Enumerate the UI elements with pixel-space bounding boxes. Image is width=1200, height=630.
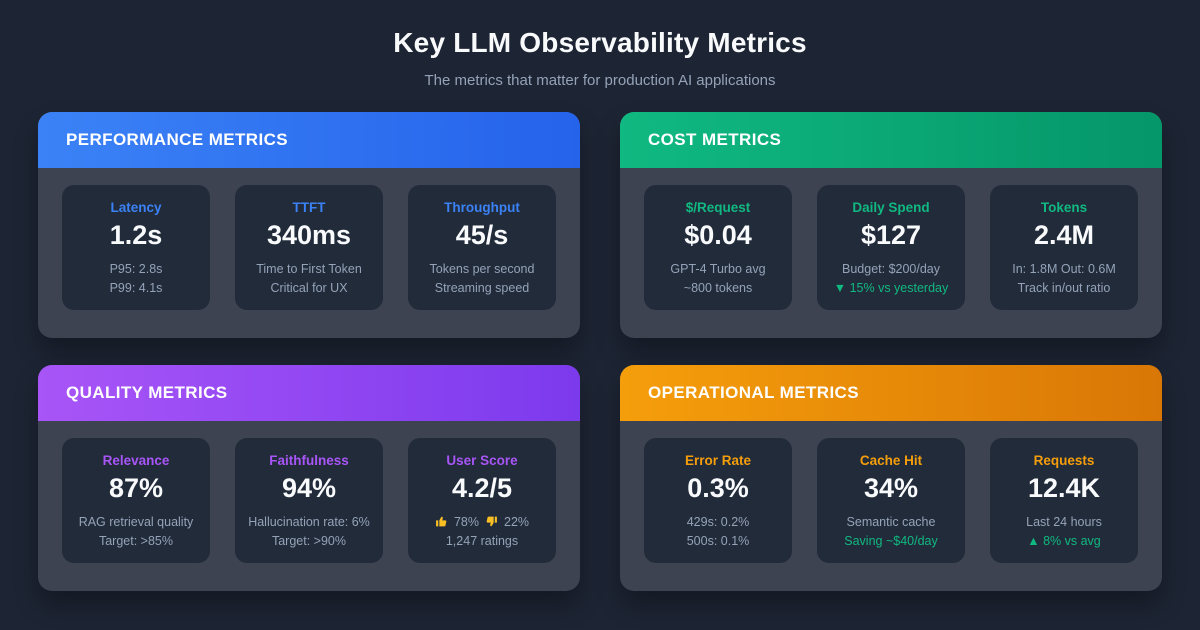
metric-subline: Budget: $200/day — [842, 262, 940, 276]
card-cost: COST METRICS $/Request $0.04 GPT-4 Turbo av… — [620, 112, 1162, 338]
metric-subline: ▲ 8% vs avg — [1027, 534, 1101, 548]
metric-subline: P95: 2.8s — [109, 262, 163, 276]
metric-subline: Track in/out ratio — [1017, 281, 1111, 295]
metric-tile-requests: Requests 12.4K Last 24 hours ▲ 8% vs avg — [990, 438, 1138, 563]
metric-label: User Score — [446, 453, 518, 468]
metric-subline: Critical for UX — [270, 281, 348, 295]
metric-value: 340ms — [266, 220, 352, 250]
thumbs-up-icon — [435, 515, 448, 529]
metric-tile-daily-spend: Daily Spend $127 Budget: $200/day ▼ 15% vs … — [817, 185, 965, 310]
metric-subline: 78% 22% — [414, 513, 550, 532]
metric-subline: Streaming speed — [434, 281, 530, 295]
metric-subline: Tokens per second — [429, 262, 535, 276]
metric-tile-user-score: User Score 4.2/5 78% 22% 1,247 ratings — [408, 438, 556, 563]
card-title-quality: QUALITY METRICS — [66, 383, 228, 402]
metric-subline: 1,247 ratings — [445, 534, 519, 548]
metric-subline-text: 22% — [504, 515, 530, 529]
metric-subline: Saving ~$40/day — [844, 534, 938, 548]
card-performance: PERFORMANCE METRICS Latency 1.2s P95: 2.8s P… — [38, 112, 580, 338]
metric-subline: Time to First Token — [256, 262, 362, 276]
metric-label: Relevance — [102, 453, 170, 468]
metric-subline: Target: >90% — [271, 534, 346, 548]
metric-tile-request: $/Request $0.04 GPT-4 Turbo avg ~800 tokens — [644, 185, 792, 310]
card-header-performance: PERFORMANCE METRICS — [38, 112, 580, 168]
metric-subline: ▼ 15% vs yesterday — [833, 281, 949, 295]
metric-value: 87% — [108, 473, 164, 503]
card-body-cost: $/Request $0.04 GPT-4 Turbo avg ~800 tokens… — [620, 168, 1162, 338]
card-header-operational: OPERATIONAL METRICS — [620, 365, 1162, 421]
card-body-quality: Relevance 87% RAG retrieval quality Target:… — [38, 421, 580, 591]
metric-subline: ~800 tokens — [683, 281, 753, 295]
card-header-cost: COST METRICS — [620, 112, 1162, 168]
metrics-grid: PERFORMANCE METRICS Latency 1.2s P95: 2.8s P… — [0, 91, 1200, 591]
metric-label: Requests — [1033, 453, 1095, 468]
card-title-operational: OPERATIONAL METRICS — [648, 383, 859, 402]
card-operational: OPERATIONAL METRICS Error Rate 0.3% 429s: 0… — [620, 365, 1162, 591]
metric-label: Latency — [110, 200, 162, 215]
card-title-performance: PERFORMANCE METRICS — [66, 130, 288, 149]
metric-value: 1.2s — [109, 220, 163, 250]
metric-label: Tokens — [1040, 200, 1088, 215]
metric-value: 2.4M — [1033, 220, 1095, 250]
card-title-cost: COST METRICS — [648, 130, 782, 149]
metric-subline: Target: >85% — [98, 534, 173, 548]
page-subtitle: The metrics that matter for production A… — [424, 72, 776, 89]
metric-label: Cache Hit — [859, 453, 923, 468]
metric-label: $/Request — [685, 200, 751, 215]
metric-value: 45/s — [455, 220, 509, 250]
metric-label: Throughput — [444, 200, 520, 215]
metric-tile-error-rate: Error Rate 0.3% 429s: 0.2% 500s: 0.1% — [644, 438, 792, 563]
thumbs-down-icon — [485, 515, 498, 529]
metric-value: 12.4K — [1027, 473, 1101, 503]
metric-subline: Semantic cache — [846, 515, 936, 529]
metric-label: Daily Spend — [852, 200, 930, 215]
metric-tile-relevance: Relevance 87% RAG retrieval quality Target:… — [62, 438, 210, 563]
metric-tile-latency: Latency 1.2s P95: 2.8s P99: 4.1s — [62, 185, 210, 310]
metric-tile-cache-hit: Cache Hit 34% Semantic cache Saving ~$40/da… — [817, 438, 965, 563]
metric-tile-throughput: Throughput 45/s Tokens per second Streaming… — [408, 185, 556, 310]
metric-subline: RAG retrieval quality — [78, 515, 194, 529]
metric-value: 0.3% — [687, 473, 749, 503]
card-quality: QUALITY METRICS Relevance 87% RAG retrieval… — [38, 365, 580, 591]
metric-subline: 500s: 0.1% — [686, 534, 750, 548]
metric-label: TTFT — [292, 200, 326, 215]
metric-tile-tokens: Tokens 2.4M In: 1.8M Out: 0.6M Track in/out… — [990, 185, 1138, 310]
page-title: Key LLM Observability Metrics — [393, 27, 807, 58]
metric-value: 94% — [281, 473, 337, 503]
card-header-quality: QUALITY METRICS — [38, 365, 580, 421]
page-header: Key LLM Observability Metrics The metric… — [0, 0, 1200, 91]
metric-value: 34% — [863, 473, 919, 503]
card-body-performance: Latency 1.2s P95: 2.8s P99: 4.1s TTFT 340ms Ti… — [38, 168, 580, 338]
metric-tile-faithfulness: Faithfulness 94% Hallucination rate: 6% Tar… — [235, 438, 383, 563]
metric-value: 4.2/5 — [451, 473, 513, 503]
metric-subline: GPT-4 Turbo avg — [670, 262, 766, 276]
metric-label: Error Rate — [684, 453, 752, 468]
metric-subline: Last 24 hours — [1026, 515, 1102, 529]
metric-subline: In: 1.8M Out: 0.6M — [1012, 262, 1116, 276]
metric-value: $127 — [860, 220, 922, 250]
metric-subline-text: 78% — [453, 515, 479, 529]
metric-value: $0.04 — [684, 220, 752, 250]
card-body-operational: Error Rate 0.3% 429s: 0.2% 500s: 0.1% Cache … — [620, 421, 1162, 591]
metric-subline: Hallucination rate: 6% — [248, 515, 370, 529]
metric-tile-ttft: TTFT 340ms Time to First Token Critical for… — [235, 185, 383, 310]
metric-label: Faithfulness — [269, 453, 349, 468]
metric-subline: 429s: 0.2% — [686, 515, 750, 529]
metric-subline: P99: 4.1s — [109, 281, 163, 295]
